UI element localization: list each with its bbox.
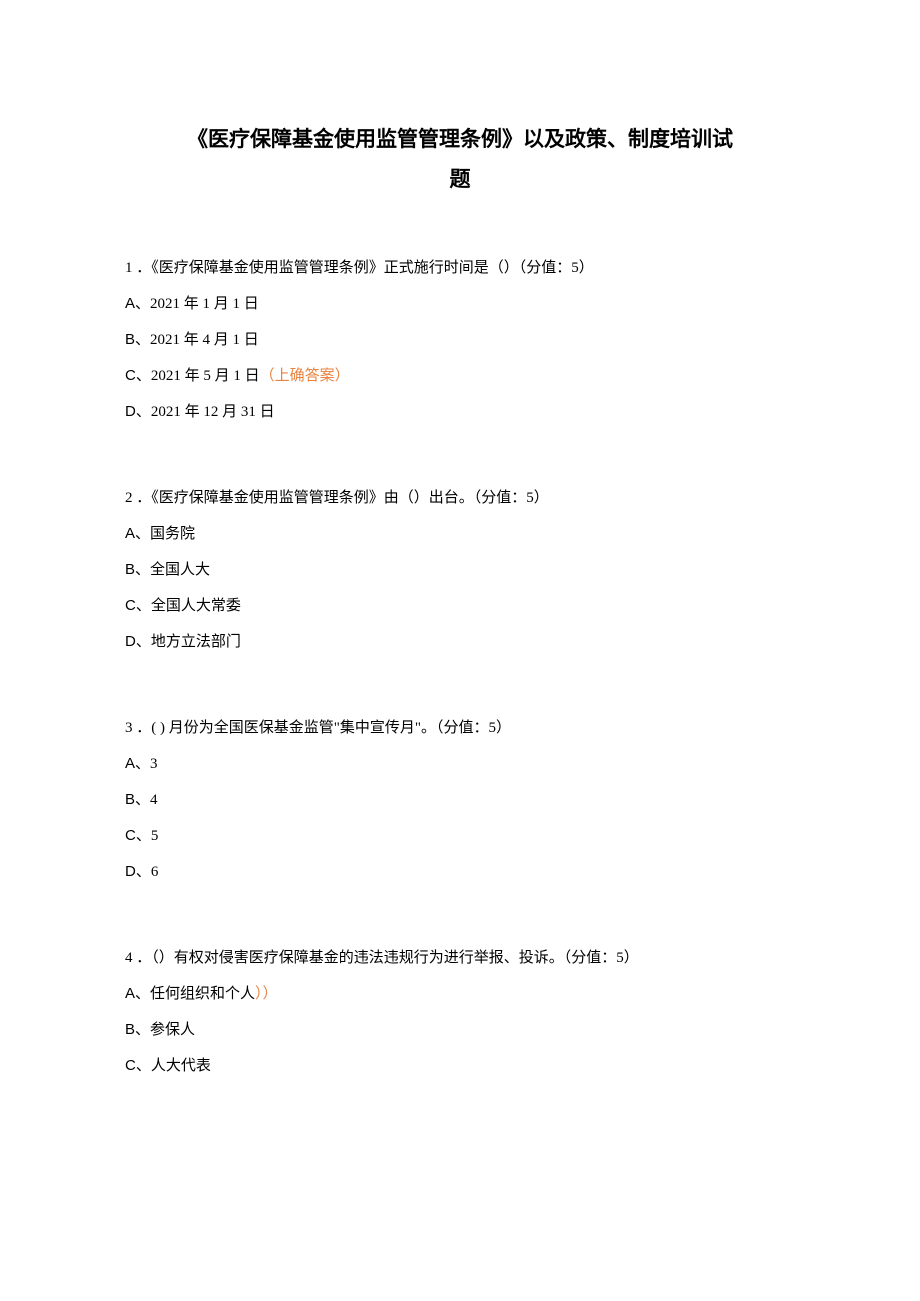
question-text: 3 ．( ) 月份为全国医保基金监管"集中宣传月"。（分值：5） [125,710,795,746]
title-line-1: 《医疗保障基金使用监管管理条例》以及政策、制度培训试 [125,120,795,160]
option-text: 6 [151,864,159,880]
option-label: B、 [125,791,150,808]
option-text: 任何组织和个人 [150,986,255,1002]
question-option: D、6 [125,854,795,890]
question-option: B、2021 年 4 月 1 日 [125,322,795,358]
option-label: A、 [125,295,150,312]
option-label: D、 [125,863,151,880]
option-text: 全国人大 [150,562,210,578]
option-label: C、 [125,1057,151,1074]
question-option: A、任何组织和个人）） [125,976,795,1012]
option-text: 2021 年 12 月 31 日 [151,404,275,420]
option-text: 人大代表 [151,1058,211,1074]
question-option: C、人大代表 [125,1048,795,1084]
option-label: A、 [125,755,150,772]
title-line-2: 题 [125,160,795,200]
option-text: 国务院 [150,526,195,542]
option-label: A、 [125,525,150,542]
option-text: 全国人大常委 [151,598,241,614]
question-option: B、参保人 [125,1012,795,1048]
option-label: A、 [125,985,150,1002]
option-text: 4 [150,792,158,808]
question-option: B、全国人大 [125,552,795,588]
question-text: 1 ．《医疗保障基金使用监管管理条例》正式施行时间是（）（分值：5） [125,250,795,286]
question-block: 1 ．《医疗保障基金使用监管管理条例》正式施行时间是（）（分值：5）A、2021… [125,250,795,430]
correct-answer-marker: （上确答案） [260,368,350,384]
option-text: 参保人 [150,1022,195,1038]
question-option: B、4 [125,782,795,818]
question-option: D、2021 年 12 月 31 日 [125,394,795,430]
option-label: D、 [125,633,151,650]
question-text: 4 ．（）有权对侵害医疗保障基金的违法违规行为进行举报、投诉。（分值：5） [125,940,795,976]
correct-answer-marker: ）） [255,986,278,1002]
question-option: A、2021 年 1 月 1 日 [125,286,795,322]
question-block: 2 ．《医疗保障基金使用监管管理条例》由（）出台。（分值：5）A、国务院B、全国… [125,480,795,660]
option-label: B、 [125,561,150,578]
option-text: 5 [151,828,159,844]
question-block: 3 ．( ) 月份为全国医保基金监管"集中宣传月"。（分值：5）A、3B、4C、… [125,710,795,890]
question-option: C、2021 年 5 月 1 日（上确答案） [125,358,795,394]
document-title: 《医疗保障基金使用监管管理条例》以及政策、制度培训试 题 [125,120,795,200]
option-text: 2021 年 4 月 1 日 [150,332,259,348]
option-text: 地方立法部门 [151,634,241,650]
question-option: A、3 [125,746,795,782]
question-option: C、全国人大常委 [125,588,795,624]
question-option: D、地方立法部门 [125,624,795,660]
question-text: 2 ．《医疗保障基金使用监管管理条例》由（）出台。（分值：5） [125,480,795,516]
option-text: 2021 年 1 月 1 日 [150,296,259,312]
questions-container: 1 ．《医疗保障基金使用监管管理条例》正式施行时间是（）（分值：5）A、2021… [125,250,795,1084]
option-text: 2021 年 5 月 1 日 [151,368,260,384]
option-label: C、 [125,597,151,614]
question-option: A、国务院 [125,516,795,552]
option-label: C、 [125,827,151,844]
option-label: D、 [125,403,151,420]
question-option: C、5 [125,818,795,854]
question-block: 4 ．（）有权对侵害医疗保障基金的违法违规行为进行举报、投诉。（分值：5）A、任… [125,940,795,1084]
option-label: B、 [125,1021,150,1038]
option-label: B、 [125,331,150,348]
option-label: C、 [125,367,151,384]
option-text: 3 [150,756,158,772]
